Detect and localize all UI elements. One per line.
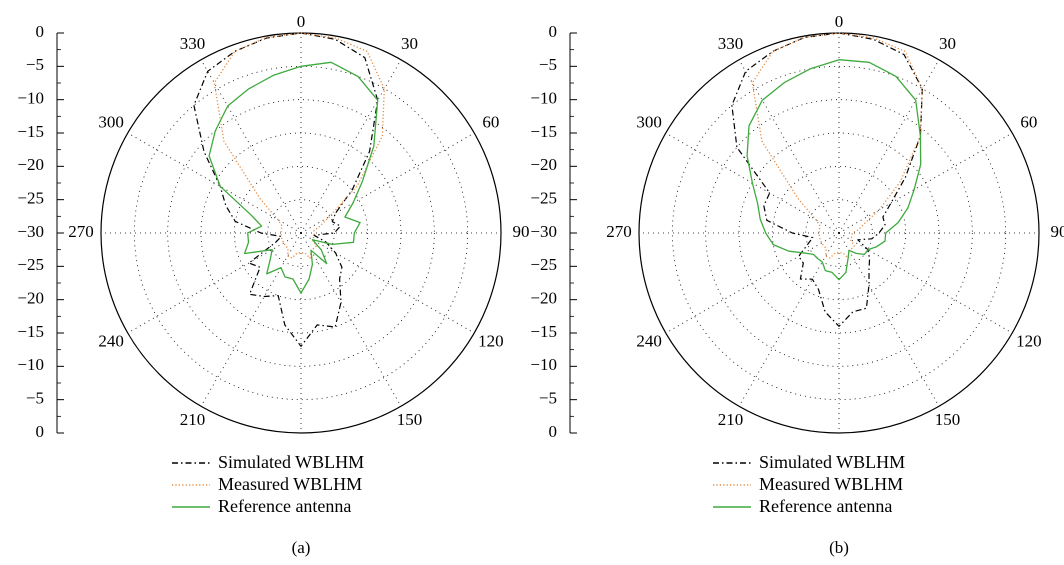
polar-grid-spoke (300, 232, 402, 407)
angle-tick-label: 300 (636, 112, 662, 131)
angle-tick-label: 330 (180, 34, 206, 53)
radial-tick-label: −25 (17, 189, 44, 208)
angle-tick-label: 30 (401, 34, 418, 53)
figure-caption: (a) (292, 538, 311, 557)
polar-grid-spoke (127, 232, 302, 334)
angle-tick-label: 90 (1051, 222, 1064, 241)
polar-grid-circle (771, 165, 907, 301)
radial-tick-label: −10 (17, 89, 44, 108)
series-line-reference-antenna (208, 61, 379, 294)
angle-tick-label: 270 (68, 222, 94, 241)
angle-tick-label: 150 (397, 410, 423, 429)
radial-tick-label: 0 (549, 422, 558, 441)
radial-tick-label: −25 (17, 255, 44, 274)
angle-tick-label: 300 (98, 112, 124, 131)
radial-tick-label: −20 (530, 155, 557, 174)
polar-chart-a: 0 30 60 90 120 150 210 240 270 300 330 0 −5 −10 −15 −20… (17, 12, 529, 557)
polar-grid-spoke (838, 232, 940, 407)
polar-grid-spoke (300, 132, 475, 234)
radial-tick-label: −25 (530, 255, 557, 274)
polar-grid-spoke (838, 232, 1013, 334)
polar-grid-circle (233, 165, 369, 301)
angle-tick-label: 0 (297, 12, 306, 31)
legend-label: Simulated WBLHM (759, 452, 905, 472)
radial-tick-label: 0 (549, 22, 558, 41)
legend-label: Measured WBLHM (759, 474, 903, 494)
angle-tick-label: 30 (939, 34, 956, 53)
angle-tick-label: 210 (718, 410, 744, 429)
angle-tick-label: 210 (180, 410, 206, 429)
angle-tick-label: 270 (606, 222, 632, 241)
radial-axis: 0 −5 −10 −15 −20 −25 −30 −25 −20 −15 −10 −5 0 (530, 22, 577, 441)
polar-grid-spoke (738, 232, 840, 407)
polar-grid-circle (805, 199, 873, 267)
angle-tick-label: 240 (636, 332, 662, 351)
radial-tick-label: −5 (539, 55, 557, 74)
radial-tick-label: −30 (530, 222, 557, 241)
angle-tick-label: 60 (482, 112, 499, 131)
series-line-measured-wblhm (213, 32, 385, 259)
polar-grid-spoke (665, 232, 840, 334)
radial-tick-label: 0 (36, 22, 45, 41)
radial-tick-label: −10 (530, 355, 557, 374)
angle-tick-label: 0 (835, 12, 844, 31)
polar-grid-circle (167, 99, 435, 367)
radial-tick-label: −30 (17, 222, 44, 241)
angle-tick-label: 120 (478, 332, 504, 351)
radial-tick-label: −15 (17, 122, 44, 141)
legend-label: Reference antenna (759, 496, 892, 516)
polar-chart-b: 0 30 60 90 120 150 210 240 270 300 330 0 −5 −10 −15 −20… (530, 12, 1064, 557)
legend-label: Simulated WBLHM (218, 452, 364, 472)
polar-grid-circle (671, 65, 1007, 401)
radial-tick-label: −15 (530, 322, 557, 341)
radial-tick-label: −5 (539, 389, 557, 408)
radial-tick-label: −15 (530, 122, 557, 141)
polar-grid-circle (267, 199, 335, 267)
radial-tick-label: −15 (17, 322, 44, 341)
radial-tick-label: −20 (17, 289, 44, 308)
radial-tick-label: −20 (530, 289, 557, 308)
angle-tick-label: 240 (98, 332, 124, 351)
radial-axis: 0 −5 −10 −15 −20 −25 −30 −25 −20 −15 −10 −5 0 (17, 22, 64, 441)
polar-grid-spoke (200, 232, 302, 407)
figure-caption: (b) (829, 538, 849, 557)
polar-grid-spoke (838, 59, 940, 234)
polar-grid-spoke (127, 132, 302, 234)
radial-tick-label: −5 (26, 55, 44, 74)
polar-grid-spoke (300, 232, 475, 334)
legend-label: Reference antenna (218, 496, 351, 516)
angle-tick-label: 330 (718, 34, 744, 53)
polar-grid-spoke (738, 59, 840, 234)
radial-tick-label: −5 (26, 389, 44, 408)
series-line-measured-wblhm (751, 32, 923, 259)
angle-tick-label: 60 (1020, 112, 1037, 131)
radial-tick-label: −10 (530, 89, 557, 108)
series-line-simulated-wblhm (731, 32, 923, 327)
polar-grid-spoke (838, 132, 1013, 234)
series-line-simulated-wblhm (193, 32, 379, 347)
angle-tick-label: 90 (513, 222, 530, 241)
radial-tick-label: 0 (36, 422, 45, 441)
angle-tick-label: 150 (935, 410, 961, 429)
series-line-reference-antenna (746, 59, 922, 281)
polar-grid-spoke (300, 59, 402, 234)
radial-tick-label: −20 (17, 155, 44, 174)
radial-tick-label: −25 (530, 189, 557, 208)
legend-label: Measured WBLHM (218, 474, 362, 494)
radial-tick-label: −10 (17, 355, 44, 374)
angle-tick-label: 120 (1016, 332, 1042, 351)
polar-grid-spoke (200, 59, 302, 234)
